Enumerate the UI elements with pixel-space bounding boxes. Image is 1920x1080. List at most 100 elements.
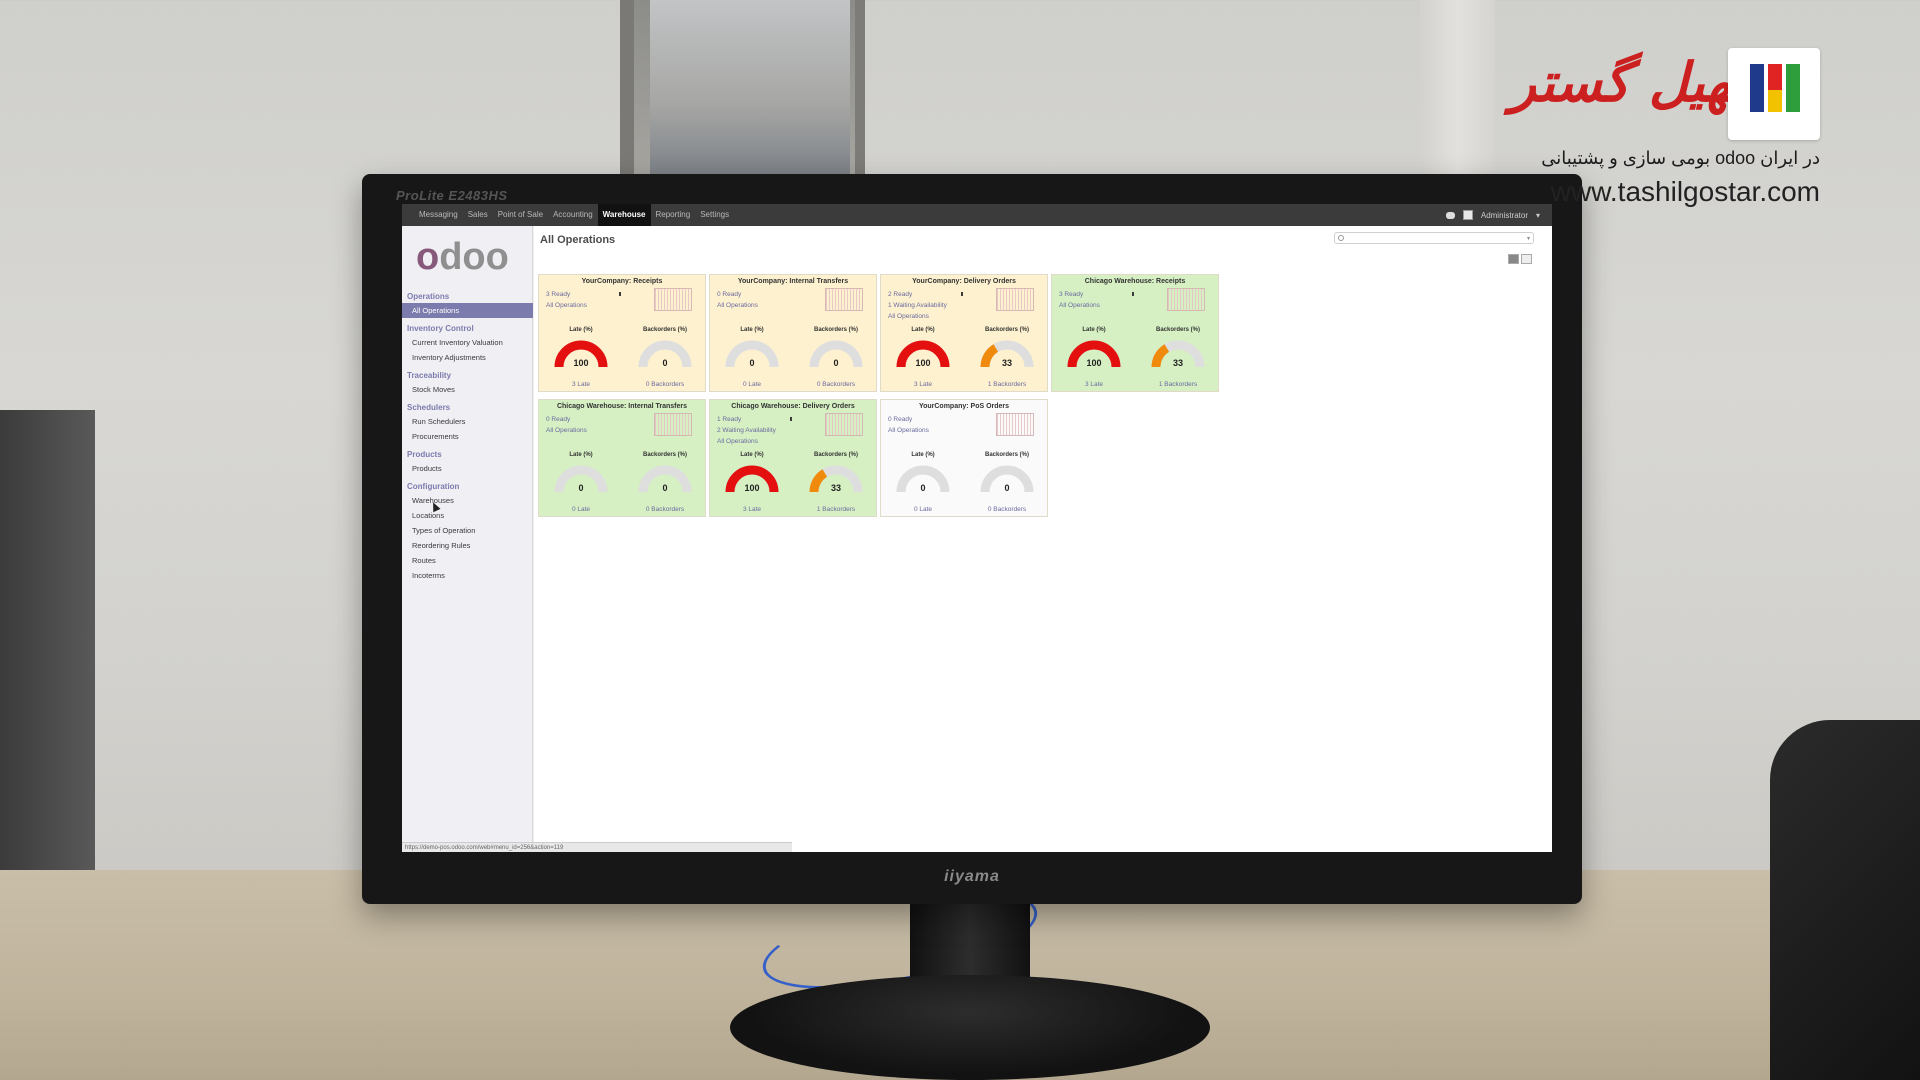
late-gauge: 100	[1066, 337, 1122, 373]
late-gauge-label: Late (%)	[1082, 327, 1106, 333]
operation-card-title[interactable]: YourCompany: Receipts	[581, 278, 663, 285]
late-count-link[interactable]: 3 Late	[913, 381, 933, 388]
operation-card[interactable]: YourCompany: Receipts 3 Ready All Operatio…	[538, 274, 706, 392]
late-count-link[interactable]: 3 Late	[571, 381, 591, 388]
operation-card-stat-link[interactable]: All Operations	[888, 427, 929, 434]
barcode-icon[interactable]	[825, 288, 863, 311]
late-gauge-label: Late (%)	[569, 452, 593, 458]
sidebar-item-warehouses[interactable]: Warehouses	[412, 496, 454, 505]
backorders-gauge-chart	[638, 340, 692, 368]
operation-card-stat-link[interactable]: 2 Ready	[888, 291, 913, 298]
backorders-count-link[interactable]: 0 Backorders	[645, 506, 685, 513]
sidebar-item-stock-moves[interactable]: Stock Moves	[412, 385, 455, 394]
backorders-gauge-chart	[809, 340, 863, 368]
search-input[interactable]: ▾	[1334, 232, 1534, 244]
late-count-link[interactable]: 0 Late	[913, 506, 933, 513]
backorders-count-link[interactable]: 1 Backorders	[816, 506, 856, 513]
operation-card-title[interactable]: Chicago Warehouse: Delivery Orders	[731, 403, 855, 410]
operation-card-stat-link[interactable]: All Operations	[717, 438, 758, 445]
user-menu[interactable]: Administrator	[1480, 210, 1528, 220]
operation-card-title[interactable]: YourCompany: Delivery Orders	[912, 278, 1016, 285]
operation-card[interactable]: Chicago Warehouse: Internal Transfers 0 R…	[538, 399, 706, 517]
top-menu-accounting[interactable]: Accounting	[553, 210, 593, 219]
sidebar-item-locations[interactable]: Locations	[412, 511, 445, 520]
operation-card-title[interactable]: YourCompany: PoS Orders	[918, 403, 1010, 410]
operation-card[interactable]: Chicago Warehouse: Delivery Orders 1 Read…	[709, 399, 877, 517]
operation-card-title[interactable]: Chicago Warehouse: Receipts	[1084, 278, 1186, 285]
operation-card-stat-link[interactable]: 1 Waiting Availability	[888, 302, 947, 309]
top-menu-messaging[interactable]: Messaging	[419, 210, 458, 219]
barcode-icon[interactable]	[996, 413, 1034, 436]
sidebar: odoo Operations All Operations Inventory C…	[402, 226, 533, 852]
operation-card-stat-link[interactable]: 0 Ready	[546, 416, 571, 423]
backorders-gauge-label: Backorders (%)	[984, 452, 1029, 458]
barcode-icon[interactable]	[654, 288, 692, 311]
chat-icon[interactable]	[1445, 211, 1455, 219]
barcode-icon[interactable]	[1167, 288, 1205, 311]
operation-card[interactable]: YourCompany: Internal Transfers 0 Ready Al…	[709, 274, 877, 392]
operation-card-stat-link[interactable]: All Operations	[717, 302, 758, 309]
backorders-gauge-chart	[980, 465, 1034, 493]
top-menu-warehouse[interactable]: Warehouse	[597, 204, 651, 226]
sidebar-item-procurements[interactable]: Procurements	[412, 432, 459, 441]
top-menu-point-of-sale[interactable]: Point of Sale	[497, 210, 544, 219]
gauge-fill	[554, 340, 608, 368]
odoo-logo[interactable]: odoo	[416, 236, 509, 278]
operation-card-stat-link[interactable]: 0 Ready	[717, 291, 742, 298]
operation-card-stat-link[interactable]: All Operations	[888, 313, 929, 320]
sidebar-item-all-operations[interactable]: All Operations	[402, 303, 533, 318]
monitor-stand-base	[730, 975, 1210, 1080]
backorders-gauge-chart	[638, 465, 692, 493]
sidebar-item-reordering-rules[interactable]: Reordering Rules	[412, 541, 471, 550]
backorders-count-link[interactable]: 0 Backorders	[645, 381, 685, 388]
operation-card-stat-link[interactable]: 3 Ready	[1059, 291, 1084, 298]
backorders-count-link[interactable]: 1 Backorders	[1158, 381, 1198, 388]
late-gauge: 100	[724, 462, 780, 498]
operation-card-stat-link[interactable]: All Operations	[546, 302, 587, 309]
list-view-button[interactable]	[1521, 254, 1532, 264]
sidebar-item-incoterms[interactable]: Incoterms	[412, 571, 445, 580]
backorders-gauge-label: Backorders (%)	[984, 327, 1029, 333]
search-icon	[1338, 235, 1344, 241]
operation-card[interactable]: YourCompany: Delivery Orders 2 Ready 1 Wai…	[880, 274, 1048, 392]
operation-card-stat-link[interactable]: 2 Waiting Availability	[717, 427, 776, 434]
sidebar-item-products[interactable]: Products	[412, 464, 442, 473]
late-count-link[interactable]: 3 Late	[742, 506, 762, 513]
backorders-count-link[interactable]: 0 Backorders	[987, 506, 1027, 513]
backorders-gauge-value: 0	[833, 358, 839, 368]
top-menu-sales[interactable]: Sales	[467, 210, 488, 219]
barcode-icon[interactable]	[996, 288, 1034, 311]
barcode-icon[interactable]	[654, 413, 692, 436]
sidebar-item-inventory-adjustments[interactable]: Inventory Adjustments	[412, 353, 486, 362]
desk-phone	[1770, 720, 1920, 1080]
backorders-count-link[interactable]: 1 Backorders	[987, 381, 1027, 388]
barcode-icon[interactable]	[825, 413, 863, 436]
kanban-view-button[interactable]	[1508, 254, 1519, 264]
operation-card[interactable]: Chicago Warehouse: Receipts 3 Ready All Op…	[1051, 274, 1219, 392]
backorders-count-link[interactable]: 0 Backorders	[816, 381, 856, 388]
backorders-gauge: 33	[808, 462, 864, 498]
late-count-link[interactable]: 0 Late	[571, 506, 591, 513]
watermark-logo-icon	[1728, 48, 1820, 140]
sidebar-item-types-of-operation[interactable]: Types of Operation	[412, 526, 476, 535]
operation-card[interactable]: YourCompany: PoS Orders 0 Ready All Operat…	[880, 399, 1048, 517]
operation-card-stat-link[interactable]: All Operations	[1059, 302, 1100, 309]
sidebar-section-schedulers: Schedulers	[407, 403, 451, 412]
operation-card-stat-link[interactable]: 3 Ready	[546, 291, 571, 298]
chevron-down-icon[interactable]: ▾	[1526, 236, 1530, 242]
gauge-fill	[809, 469, 828, 493]
sidebar-item-current-inventory-valuation[interactable]: Current Inventory Valuation	[412, 338, 503, 347]
operation-card-stat-link[interactable]: 0 Ready	[888, 416, 913, 423]
late-count-link[interactable]: 3 Late	[1084, 381, 1104, 388]
operation-card-title[interactable]: YourCompany: Internal Transfers	[737, 278, 849, 285]
top-menu-settings[interactable]: Settings	[700, 210, 730, 219]
sidebar-item-routes[interactable]: Routes	[412, 556, 436, 565]
late-gauge-chart	[725, 465, 779, 493]
operation-card-title[interactable]: Chicago Warehouse: Internal Transfers	[556, 403, 688, 410]
operation-card-stat-link[interactable]: 1 Ready	[717, 416, 742, 423]
sidebar-item-run-schedulers[interactable]: Run Schedulers	[412, 417, 466, 426]
late-count-link[interactable]: 0 Late	[742, 381, 762, 388]
top-menu-reporting[interactable]: Reporting	[655, 210, 691, 219]
avatar[interactable]	[1462, 210, 1473, 220]
operation-card-stat-link[interactable]: All Operations	[546, 427, 587, 434]
